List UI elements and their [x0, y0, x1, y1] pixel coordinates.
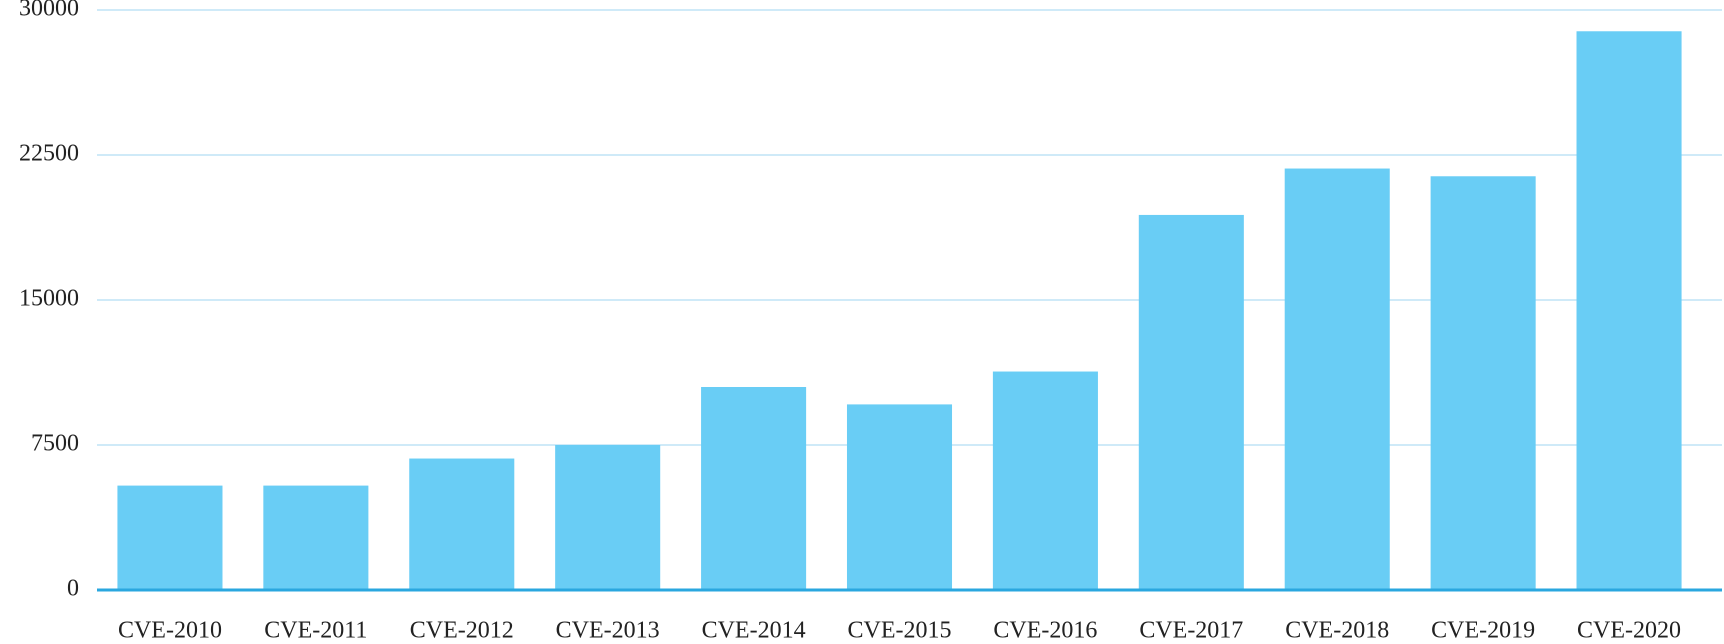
bar [992, 371, 1098, 590]
bar [846, 404, 953, 590]
bar [701, 387, 807, 590]
x-tick-label: CVE-2012 [410, 618, 514, 644]
x-tick-label: CVE-2013 [556, 618, 660, 644]
y-tick-label: 30000 [19, 0, 79, 22]
y-tick-label: 0 [67, 576, 79, 602]
bar [409, 458, 515, 590]
x-tick-label: CVE-2016 [993, 618, 1097, 644]
x-tick-label: CVE-2015 [848, 618, 952, 644]
bar [1138, 214, 1244, 590]
bar [1284, 168, 1390, 591]
x-tick-label: CVE-2018 [1285, 618, 1389, 644]
bar [263, 485, 369, 590]
bar [555, 445, 661, 590]
x-tick-label: CVE-2019 [1431, 618, 1535, 644]
x-tick-label: CVE-2020 [1577, 618, 1681, 644]
x-tick-label: CVE-2010 [118, 618, 222, 644]
y-tick-label: 15000 [19, 286, 79, 312]
x-tick-label: CVE-2017 [1139, 618, 1243, 644]
bar [1576, 31, 1682, 591]
y-tick-label: 22500 [19, 141, 79, 167]
bar [1430, 176, 1536, 590]
bar [117, 485, 223, 590]
y-tick-label: 7500 [31, 431, 79, 457]
x-tick-label: CVE-2011 [264, 618, 367, 644]
x-tick-label: CVE-2014 [702, 618, 806, 644]
